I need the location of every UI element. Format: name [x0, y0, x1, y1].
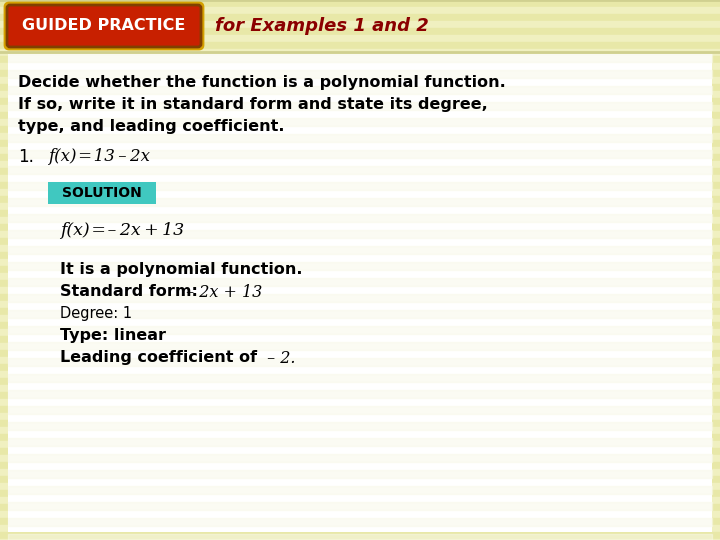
Text: If so, write it in standard form and state its degree,: If so, write it in standard form and sta… [18, 97, 487, 112]
Text: SOLUTION: SOLUTION [62, 186, 142, 200]
Text: Leading coefficient of: Leading coefficient of [60, 350, 257, 365]
Text: It is a polynomial function.: It is a polynomial function. [60, 262, 302, 277]
Text: 1.: 1. [18, 148, 34, 166]
FancyBboxPatch shape [7, 5, 201, 47]
FancyBboxPatch shape [48, 182, 156, 204]
Text: – 2x + 13: – 2x + 13 [181, 284, 262, 301]
Text: – 2.: – 2. [262, 350, 295, 367]
Text: Degree: 1: Degree: 1 [60, 306, 132, 321]
Text: Type: linear: Type: linear [60, 328, 166, 343]
Text: f(x) = – 2x + 13: f(x) = – 2x + 13 [60, 222, 184, 239]
Text: for Examples 1 and 2: for Examples 1 and 2 [215, 17, 428, 35]
FancyBboxPatch shape [8, 54, 712, 532]
Text: GUIDED PRACTICE: GUIDED PRACTICE [22, 18, 186, 33]
Text: Standard form:: Standard form: [60, 284, 198, 299]
Text: type, and leading coefficient.: type, and leading coefficient. [18, 119, 284, 134]
Text: Decide whether the function is a polynomial function.: Decide whether the function is a polynom… [18, 75, 505, 90]
Text: f(x) = 13 – 2x: f(x) = 13 – 2x [48, 148, 150, 165]
